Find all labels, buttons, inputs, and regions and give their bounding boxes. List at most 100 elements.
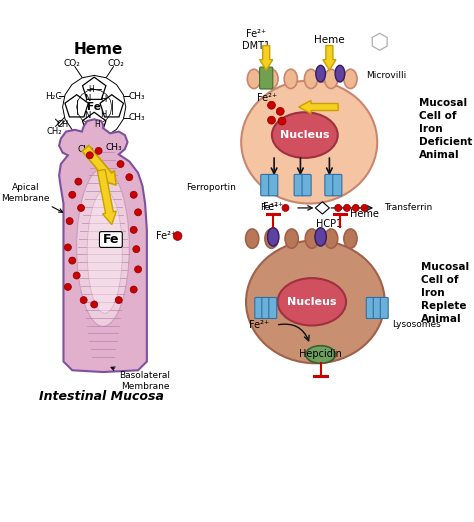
Text: CH₃: CH₃ <box>128 92 145 101</box>
Circle shape <box>173 232 182 241</box>
Text: H: H <box>94 120 100 129</box>
FancyArrow shape <box>260 45 273 70</box>
Circle shape <box>130 191 137 198</box>
Text: Microvilli: Microvilli <box>366 71 407 80</box>
FancyBboxPatch shape <box>255 298 263 318</box>
FancyBboxPatch shape <box>325 174 334 196</box>
Circle shape <box>69 257 76 264</box>
Ellipse shape <box>325 69 338 89</box>
FancyBboxPatch shape <box>333 174 342 196</box>
Circle shape <box>267 101 275 109</box>
Ellipse shape <box>285 229 298 248</box>
Text: H: H <box>89 85 94 94</box>
Circle shape <box>282 205 289 211</box>
FancyBboxPatch shape <box>269 298 277 318</box>
Text: H: H <box>100 96 106 104</box>
Ellipse shape <box>278 278 346 326</box>
Text: ⬡: ⬡ <box>370 33 389 53</box>
FancyArrow shape <box>97 170 116 224</box>
Circle shape <box>344 205 350 211</box>
Text: Fe²⁺: Fe²⁺ <box>257 93 277 103</box>
Ellipse shape <box>325 229 338 248</box>
Text: N: N <box>84 111 91 120</box>
Text: Mucosal
Cell of
Iron
Replete
Animal: Mucosal Cell of Iron Replete Animal <box>420 262 469 325</box>
Circle shape <box>130 286 137 293</box>
Ellipse shape <box>265 69 278 89</box>
Ellipse shape <box>304 69 318 89</box>
FancyBboxPatch shape <box>302 174 311 196</box>
Circle shape <box>91 301 98 308</box>
Text: CH₂: CH₂ <box>46 127 62 136</box>
Ellipse shape <box>344 69 357 89</box>
FancyBboxPatch shape <box>262 298 270 318</box>
Circle shape <box>135 266 142 273</box>
Circle shape <box>64 244 72 251</box>
Text: CO₂: CO₂ <box>64 58 81 68</box>
Ellipse shape <box>246 229 259 248</box>
FancyBboxPatch shape <box>294 174 303 196</box>
FancyArrow shape <box>323 45 336 70</box>
Ellipse shape <box>306 346 336 363</box>
Circle shape <box>335 205 342 211</box>
Text: Heme: Heme <box>74 42 123 57</box>
Circle shape <box>78 205 84 211</box>
FancyArrow shape <box>299 100 338 114</box>
Text: Fe: Fe <box>103 233 119 246</box>
FancyBboxPatch shape <box>380 298 388 318</box>
Circle shape <box>66 218 73 224</box>
Ellipse shape <box>246 241 385 363</box>
Text: Lysosomes: Lysosomes <box>392 320 441 329</box>
Text: N: N <box>84 94 91 103</box>
Text: CH₃: CH₃ <box>105 143 122 152</box>
FancyBboxPatch shape <box>366 298 374 318</box>
Circle shape <box>115 296 122 304</box>
Text: CH: CH <box>56 120 69 129</box>
PathPatch shape <box>59 120 147 372</box>
FancyBboxPatch shape <box>261 174 270 196</box>
Ellipse shape <box>344 229 357 248</box>
Ellipse shape <box>316 65 326 82</box>
Circle shape <box>86 152 93 159</box>
Text: Fe²⁺: Fe²⁺ <box>249 319 269 330</box>
Text: Mucosal
Cell of
Iron
Deficient
Animal: Mucosal Cell of Iron Deficient Animal <box>419 98 472 160</box>
Text: Basolateral
Membrane: Basolateral Membrane <box>111 367 171 390</box>
Circle shape <box>135 209 142 216</box>
Circle shape <box>126 174 133 181</box>
Text: Hepcidin: Hepcidin <box>299 350 342 360</box>
Text: Nucleus: Nucleus <box>287 297 337 307</box>
Polygon shape <box>340 98 361 116</box>
Text: HCP1: HCP1 <box>316 219 343 229</box>
Circle shape <box>361 205 368 211</box>
Circle shape <box>80 296 87 304</box>
Text: Heme: Heme <box>314 35 345 45</box>
Ellipse shape <box>241 81 377 204</box>
Text: Heme: Heme <box>350 209 379 219</box>
Circle shape <box>276 108 284 115</box>
Circle shape <box>130 227 137 233</box>
Text: H: H <box>100 110 106 118</box>
Text: H₂C: H₂C <box>45 92 61 101</box>
Ellipse shape <box>315 228 326 246</box>
Text: CH₃: CH₃ <box>128 113 145 122</box>
FancyBboxPatch shape <box>269 174 278 196</box>
Text: CO₂: CO₂ <box>108 58 125 68</box>
Text: Fe²⁺
DMT1: Fe²⁺ DMT1 <box>243 30 271 51</box>
Circle shape <box>267 116 275 124</box>
Circle shape <box>117 161 124 168</box>
Ellipse shape <box>335 65 345 82</box>
Circle shape <box>75 178 82 185</box>
Polygon shape <box>315 202 329 214</box>
Ellipse shape <box>305 229 319 248</box>
Circle shape <box>69 191 76 198</box>
Ellipse shape <box>284 69 297 89</box>
Text: Transferrin: Transferrin <box>384 204 432 212</box>
Ellipse shape <box>77 169 129 326</box>
FancyBboxPatch shape <box>374 298 381 318</box>
Text: Intestinal Mucosa: Intestinal Mucosa <box>39 390 164 403</box>
Circle shape <box>352 205 359 211</box>
Text: Nucleus: Nucleus <box>280 130 329 140</box>
Ellipse shape <box>87 191 122 313</box>
Ellipse shape <box>265 229 278 248</box>
Text: Ferroportin: Ferroportin <box>186 183 237 192</box>
Circle shape <box>133 246 140 253</box>
